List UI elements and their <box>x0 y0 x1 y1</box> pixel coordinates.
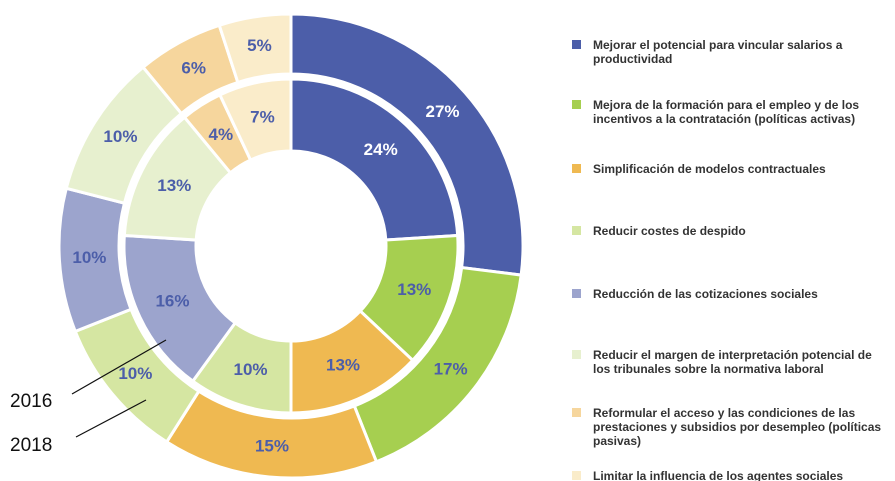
legend-label: Mejorar el potencial para vincular salar… <box>593 38 843 66</box>
segment-label: 7% <box>250 108 275 127</box>
legend-swatch <box>572 471 581 480</box>
series-label: 2018 <box>10 435 52 456</box>
legend-swatch <box>572 40 581 49</box>
segment-label: 10% <box>103 127 137 146</box>
segment-label: 13% <box>397 280 431 299</box>
donut-segment <box>217 12 293 85</box>
legend-item: Reducir costes de despido <box>572 224 892 238</box>
segment-label: 5% <box>247 36 272 55</box>
legend-label: Reducción de las cotizaciones sociales <box>593 287 818 301</box>
segment-label: 10% <box>118 364 152 383</box>
segment-label: 10% <box>234 360 268 379</box>
legend-label: Simplificación de modelos contractuales <box>593 162 826 176</box>
segment-label: 4% <box>209 125 234 144</box>
segment-label: 24% <box>364 140 398 159</box>
chart: 2016 2018 24% 13% 13% 10% 16% 13% 4% 7% 27% 17% 15… <box>10 12 525 480</box>
legend-item: Reformular el acceso y las condiciones d… <box>572 406 892 448</box>
legend-item: Reducir el margen de interpretación pote… <box>572 348 892 376</box>
segment-label: 13% <box>157 176 191 195</box>
segment-label: 6% <box>181 58 206 77</box>
legend-label: Limitar la influencia de los agentes soc… <box>593 469 844 481</box>
legend-label: Reducir el margen de interpretación pote… <box>593 348 872 376</box>
legend-swatch <box>572 289 581 298</box>
legend-item: Mejorar el potencial para vincular salar… <box>572 38 892 66</box>
legend-item: Limitar la influencia de los agentes soc… <box>572 469 892 481</box>
legend-swatch <box>572 350 581 359</box>
legend-swatch <box>572 408 581 417</box>
legend-label: Reformular el acceso y las condiciones d… <box>593 406 882 448</box>
legend-item: Reducción de las cotizaciones sociales <box>572 287 892 301</box>
donut-segment <box>289 12 525 277</box>
segment-label: 15% <box>255 437 289 456</box>
series-label: 2016 <box>10 391 52 412</box>
segment-label: 13% <box>326 356 360 375</box>
segment-label: 10% <box>72 248 106 267</box>
segment-label: 27% <box>426 102 460 121</box>
legend-label: Reducir costes de despido <box>593 224 746 238</box>
leader-line <box>75 399 147 438</box>
legend-item: Mejora de la formación para el empleo y … <box>572 98 892 126</box>
segment-label: 17% <box>434 359 468 378</box>
legend-swatch <box>572 226 581 235</box>
legend-swatch <box>572 164 581 173</box>
legend-label: Mejora de la formación para el empleo y … <box>593 98 860 126</box>
legend-swatch <box>572 100 581 109</box>
donut-segment <box>217 77 293 163</box>
legend-item: Simplificación de modelos contractuales <box>572 162 892 176</box>
donut-segment <box>289 77 460 242</box>
leader-line <box>71 339 167 395</box>
segment-label: 16% <box>155 291 189 310</box>
